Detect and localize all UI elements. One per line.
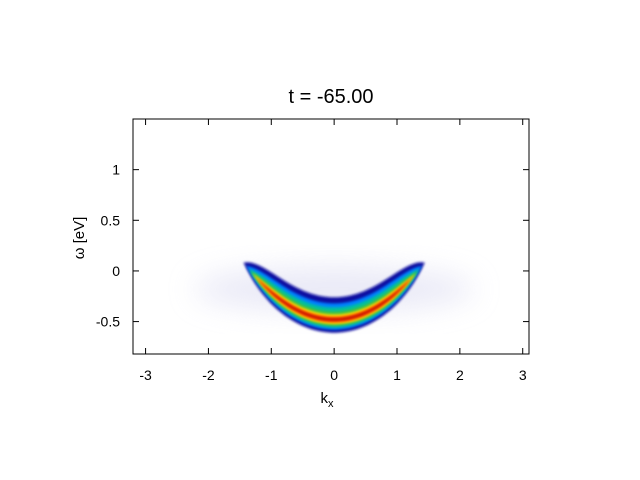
y-axis-label: ω [eV] [71,217,88,260]
plot-frame [132,118,530,355]
x-axis-label-main: k [321,390,329,407]
x-axis-label: kx [321,390,335,410]
band-layer-4 [250,271,418,326]
heatmap-band [194,262,475,333]
chart-title: t = -65.00 [288,86,373,108]
x-tick-label: 1 [393,367,401,383]
x-axis-label-subscript: x [328,398,334,410]
y-tick-label: 1 [112,162,120,178]
x-tick-label: -2 [202,367,215,383]
x-axis: -3 -2 -1 0 1 2 3 [139,119,527,383]
y-tick-label: 0.5 [101,212,121,228]
y-axis: -0.5 0 0.5 1 [96,162,529,330]
band-layer-6 [254,276,414,323]
x-tick-label: -3 [139,367,152,383]
x-tick-label: -1 [265,367,278,383]
y-tick-label: -0.5 [96,314,120,330]
band-layer-3 [248,269,420,328]
band-layer-5 [252,273,416,325]
x-tick-label: 3 [519,367,527,383]
x-tick-label: 0 [330,367,338,383]
band-layer-7 [258,279,410,321]
y-tick-label: 0 [112,263,120,279]
x-tick-label: 2 [456,367,464,383]
